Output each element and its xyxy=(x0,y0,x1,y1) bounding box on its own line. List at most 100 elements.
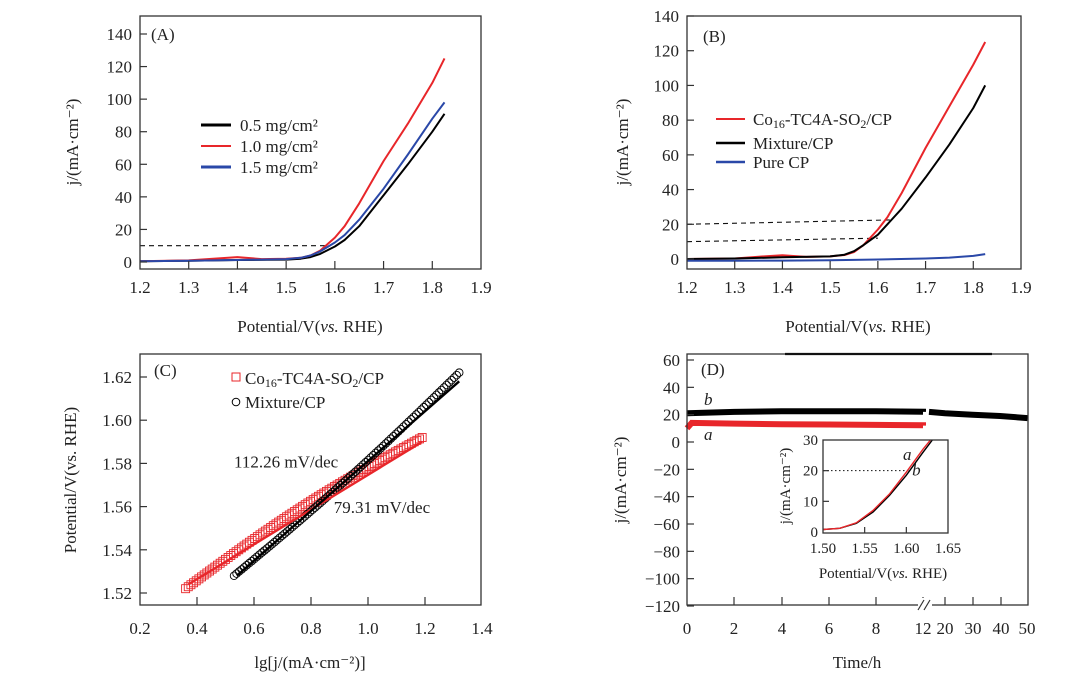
data-point-circle xyxy=(267,539,277,549)
y-tick-label: 40 xyxy=(115,188,132,207)
data-point-circle xyxy=(429,393,439,402)
x-tick-label: 1.4 xyxy=(471,619,493,638)
data-point-circle xyxy=(265,542,274,551)
y-tick-label: −120 xyxy=(645,597,680,616)
legend-marker-square xyxy=(231,372,241,382)
x-tick-label: 12 xyxy=(915,619,932,638)
data-point-square xyxy=(292,505,302,515)
legend-label-co16-c: Co16-TC4A-SO2/CP xyxy=(245,369,384,390)
inset-ylabel: j/(mA·cm⁻²) xyxy=(778,448,794,526)
fit-line-1 xyxy=(236,380,460,577)
series-label-a: a xyxy=(704,425,713,444)
reference-line-dashed xyxy=(686,219,890,225)
data-point-circle xyxy=(315,498,325,508)
y-tick-label: 1.54 xyxy=(102,541,132,560)
panel-b: 1.2 1.3 1.4 1.5 1.6 1.7 1.8 1.9 0 20 40 60 80 100 120 1… xyxy=(613,7,1032,336)
y-tick-label: 80 xyxy=(662,111,679,130)
data-point-circle xyxy=(454,368,464,377)
x-tick-label: 1.9 xyxy=(1010,278,1031,297)
panel-b-marks xyxy=(686,41,987,262)
data-point-circle xyxy=(336,481,345,490)
panel-a-ticks: 1.2 1.3 1.4 1.5 1.6 1.7 1.8 1.9 0 20 40 60 80 100 120 1… xyxy=(107,25,492,297)
x-tick-label: 1.7 xyxy=(373,278,395,297)
y-tick-label: 60 xyxy=(662,146,679,165)
panel-d-label: (D) xyxy=(701,360,725,379)
y-tick-label: 1.60 xyxy=(102,411,132,430)
panel-d-ticks: 0 2 4 6 8 12 20 30 40 50 60 40 20 0 −20 −40 −60 −80 −100 −1… xyxy=(645,351,1036,638)
inset-y-tick-label: 0 xyxy=(811,525,819,541)
panel-c-frame xyxy=(139,353,482,606)
panel-a: 1.2 1.3 1.4 1.5 1.6 1.7 1.8 1.9 0 20 40 60 80 100 120 1… xyxy=(63,15,492,336)
data-point-circle xyxy=(310,503,320,512)
data-point-circle xyxy=(444,378,454,387)
panel-c-ticks: 0.2 0.4 0.6 0.8 1.0 1.2 1.4 1.52 1.54 1.56 1.58 1.6… xyxy=(102,368,493,638)
data-point-square xyxy=(290,507,300,516)
y-tick-label: 120 xyxy=(654,42,680,61)
y-tick-label: −80 xyxy=(653,542,680,561)
inset-y-tick-label: 10 xyxy=(803,494,818,510)
data-point-circle xyxy=(313,501,322,510)
y-tick-label: 1.52 xyxy=(102,584,132,603)
fit-line-0 xyxy=(187,440,423,586)
series-band-b-0 xyxy=(686,408,926,417)
inset-ticks: 1.50 1.55 1.60 1.65 0 10 20 30 xyxy=(803,433,961,557)
data-point-circle xyxy=(424,398,434,407)
y-tick-label: 0 xyxy=(671,250,680,269)
data-point-circle xyxy=(275,533,284,543)
y-tick-label: −20 xyxy=(653,460,680,479)
panel-d: 0 2 4 6 8 12 20 30 40 50 60 40 20 0 −20 −40 −60 −80 −100 −1… xyxy=(611,351,1036,672)
legend-label-mixture-c: Mixture/CP xyxy=(245,393,325,412)
series-band-a-0 xyxy=(684,419,926,431)
data-point-circle xyxy=(282,527,292,536)
series-band-b-1 xyxy=(928,408,1028,422)
y-tick-label: 0 xyxy=(672,433,681,452)
data-point-circle xyxy=(247,556,257,566)
data-point-square xyxy=(295,503,305,513)
data-point-circle xyxy=(287,522,297,532)
legend-label-mixture: Mixture/CP xyxy=(753,134,833,153)
data-point-circle xyxy=(343,474,353,483)
x-tick-label: 0.2 xyxy=(129,619,150,638)
data-point-square xyxy=(284,510,294,520)
panel-d-inset: 1.50 1.55 1.60 1.65 0 10 20 30 a b Potential/V(… xyxy=(778,433,961,582)
data-point-circle xyxy=(229,571,239,580)
panel-d-marks xyxy=(684,408,1028,431)
series-line-1 xyxy=(686,84,987,260)
inset-label-a: a xyxy=(903,445,912,464)
data-point-circle xyxy=(285,525,294,534)
y-tick-label: 40 xyxy=(663,378,680,397)
data-point-square xyxy=(308,495,318,505)
inset-marks xyxy=(823,440,934,531)
data-point-circle xyxy=(361,458,370,467)
data-point-square xyxy=(276,515,286,525)
panel-c-ylabel: Potential/V(vs. RHE) xyxy=(61,407,80,553)
data-point-circle xyxy=(363,455,373,465)
data-point-circle xyxy=(356,462,365,472)
data-point-circle xyxy=(348,469,358,479)
x-tick-label: 0.4 xyxy=(186,619,208,638)
y-tick-label: 60 xyxy=(115,155,132,174)
panel-d-xlabel: Time/h xyxy=(833,653,882,672)
panel-c-label: (C) xyxy=(154,361,177,380)
data-point-circle xyxy=(257,548,267,557)
data-point-square xyxy=(282,512,292,522)
x-tick-label: 1.7 xyxy=(915,278,937,297)
legend-label-1.0: 1.0 mg/cm² xyxy=(240,137,318,156)
data-point-circle xyxy=(442,380,451,390)
y-tick-label: −60 xyxy=(653,515,680,534)
panel-b-ticks: 1.2 1.3 1.4 1.5 1.6 1.7 1.8 1.9 0 20 40 60 80 100 120 1… xyxy=(654,7,1032,297)
x-tick-label: 1.8 xyxy=(963,278,984,297)
slope-annotation-79: 79.31 mV/dec xyxy=(334,498,431,517)
x-tick-label: 1.2 xyxy=(414,619,435,638)
x-tick-label: 1.6 xyxy=(324,278,345,297)
x-tick-label: 4 xyxy=(778,619,787,638)
legend-marker-circle xyxy=(231,397,241,407)
data-point-circle xyxy=(346,471,355,481)
y-tick-label: 1.62 xyxy=(102,368,132,387)
data-point-circle xyxy=(333,483,343,492)
legend-label-pure-cp: Pure CP xyxy=(753,153,809,172)
data-point-circle xyxy=(351,467,360,476)
x-tick-label: 1.4 xyxy=(227,278,249,297)
x-tick-label: 0.8 xyxy=(300,619,321,638)
x-tick-label: 1.0 xyxy=(357,619,378,638)
